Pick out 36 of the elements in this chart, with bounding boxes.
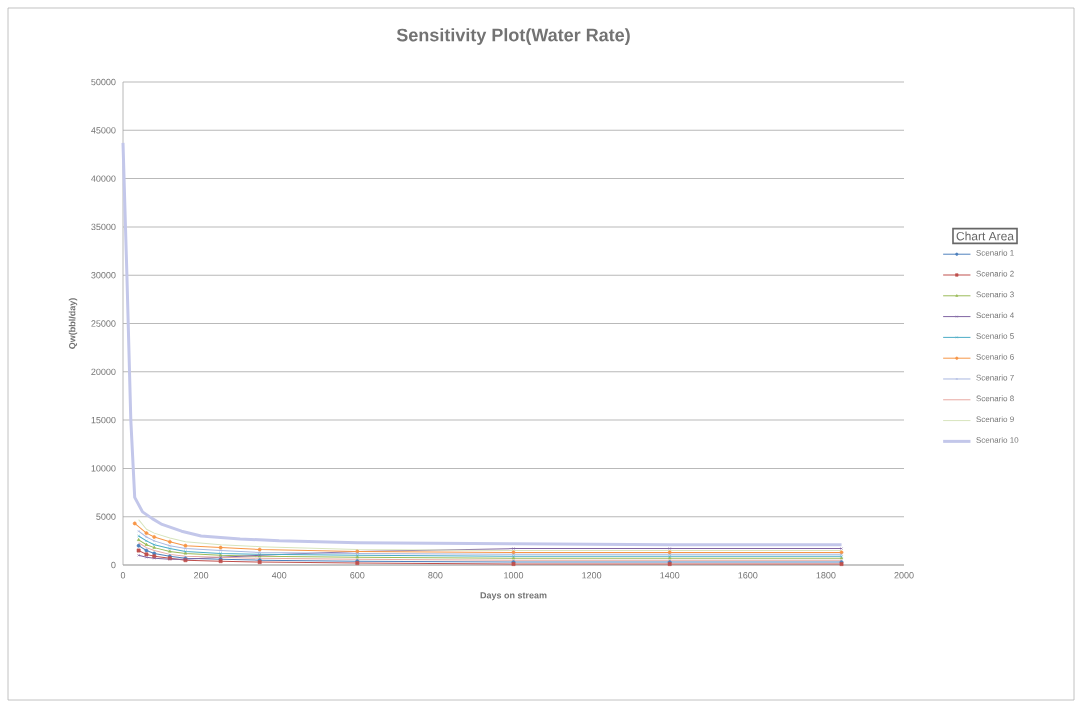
legend-label: Scenario 5 [976,332,1014,339]
y-tick-label: 40000 [91,175,116,182]
x-tick-label: 200 [194,572,209,579]
legend-label: Scenario 9 [976,416,1014,423]
x-tick-label: 1000 [504,572,524,579]
y-tick-label: 35000 [91,223,116,231]
y-tick-label: 0 [111,561,116,569]
text: Chart Area [956,231,1015,241]
x-tick-label: 2000 [894,572,914,579]
x-tick-label: 1200 [582,572,602,579]
x-tick-label: 800 [428,572,443,579]
legend-label: Scenario 3 [976,291,1014,298]
y-tick-label: 25000 [91,320,116,327]
y-tick-label: 10000 [91,465,116,472]
legend-label: Scenario 7 [976,374,1014,381]
legend-label: Scenario 4 [976,312,1014,319]
x-tick-label: 1600 [738,572,758,579]
chart-title: Sensitivity Plot(Water Rate) [396,28,630,45]
y-tick-label: 30000 [91,272,116,279]
x-tick-label: 1400 [660,572,680,579]
y-tick-label: 15000 [91,416,116,424]
x-tick-label: 1800 [816,572,836,579]
y-axis-title: Qw(bbl/day) [68,298,78,349]
y-tick-label: 45000 [91,127,116,134]
y-tick-label: 20000 [91,368,116,375]
x-tick-label: 400 [271,572,287,579]
legend-label: Scenario 10 [976,436,1019,443]
x-axis-title: Days on stream [480,592,547,601]
legend-label: Scenario 6 [976,353,1014,360]
x-tick-label: 600 [350,572,365,579]
legend-label: Scenario 2 [976,270,1014,277]
x-tick-label: 0 [120,572,126,579]
y-tick-label: 5000 [96,513,116,520]
legend-label: Scenario 1 [976,249,1014,256]
legend-label: Scenario 8 [976,395,1014,402]
y-tick-label: 50000 [91,78,116,86]
